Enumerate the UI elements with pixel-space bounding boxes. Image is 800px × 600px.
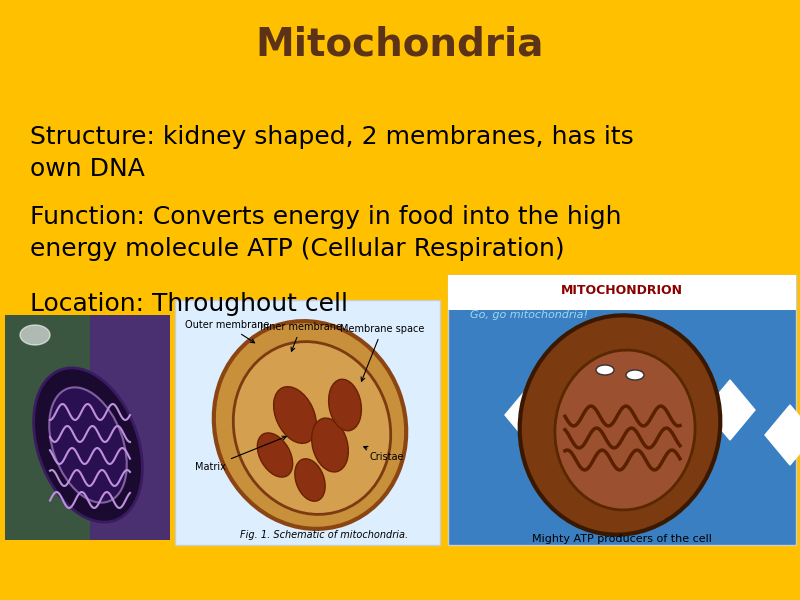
Polygon shape xyxy=(505,385,555,445)
Ellipse shape xyxy=(258,433,293,477)
Ellipse shape xyxy=(555,350,695,510)
Text: Location: Throughout cell: Location: Throughout cell xyxy=(30,292,348,316)
Ellipse shape xyxy=(234,341,390,514)
Ellipse shape xyxy=(274,386,316,443)
Text: MITOCHONDRION: MITOCHONDRION xyxy=(561,283,683,296)
Ellipse shape xyxy=(312,418,348,472)
Bar xyxy=(90,315,170,540)
Bar xyxy=(5,315,170,540)
Text: Function: Converts energy in food into the high
energy molecule ATP (Cellular Re: Function: Converts energy in food into t… xyxy=(30,205,622,260)
Text: Fig. 1. Schematic of mitochondria.: Fig. 1. Schematic of mitochondria. xyxy=(240,530,408,540)
Polygon shape xyxy=(765,405,800,465)
Ellipse shape xyxy=(329,379,362,431)
Text: Mitochondria: Mitochondria xyxy=(256,26,544,64)
Bar xyxy=(448,275,796,310)
Text: Outer membrane: Outer membrane xyxy=(185,320,270,343)
Ellipse shape xyxy=(295,459,325,501)
Bar xyxy=(5,315,90,540)
Bar xyxy=(448,275,796,545)
Text: Structure: kidney shaped, 2 membranes, has its
own DNA: Structure: kidney shaped, 2 membranes, h… xyxy=(30,125,634,181)
Ellipse shape xyxy=(626,370,644,380)
Ellipse shape xyxy=(214,321,406,529)
Ellipse shape xyxy=(34,368,142,522)
Text: Inner membrane: Inner membrane xyxy=(260,322,342,351)
Bar xyxy=(175,300,440,545)
Text: Cristae: Cristae xyxy=(364,446,405,462)
Text: Mighty ATP producers of the cell: Mighty ATP producers of the cell xyxy=(532,534,712,544)
Polygon shape xyxy=(705,380,755,440)
Text: Go, go mitochondria!: Go, go mitochondria! xyxy=(470,310,588,320)
Ellipse shape xyxy=(520,315,720,535)
Text: Membrane space: Membrane space xyxy=(340,324,424,381)
Text: Matrix: Matrix xyxy=(195,436,286,472)
Ellipse shape xyxy=(50,388,126,503)
Ellipse shape xyxy=(596,365,614,375)
Ellipse shape xyxy=(20,325,50,345)
Polygon shape xyxy=(605,415,655,475)
